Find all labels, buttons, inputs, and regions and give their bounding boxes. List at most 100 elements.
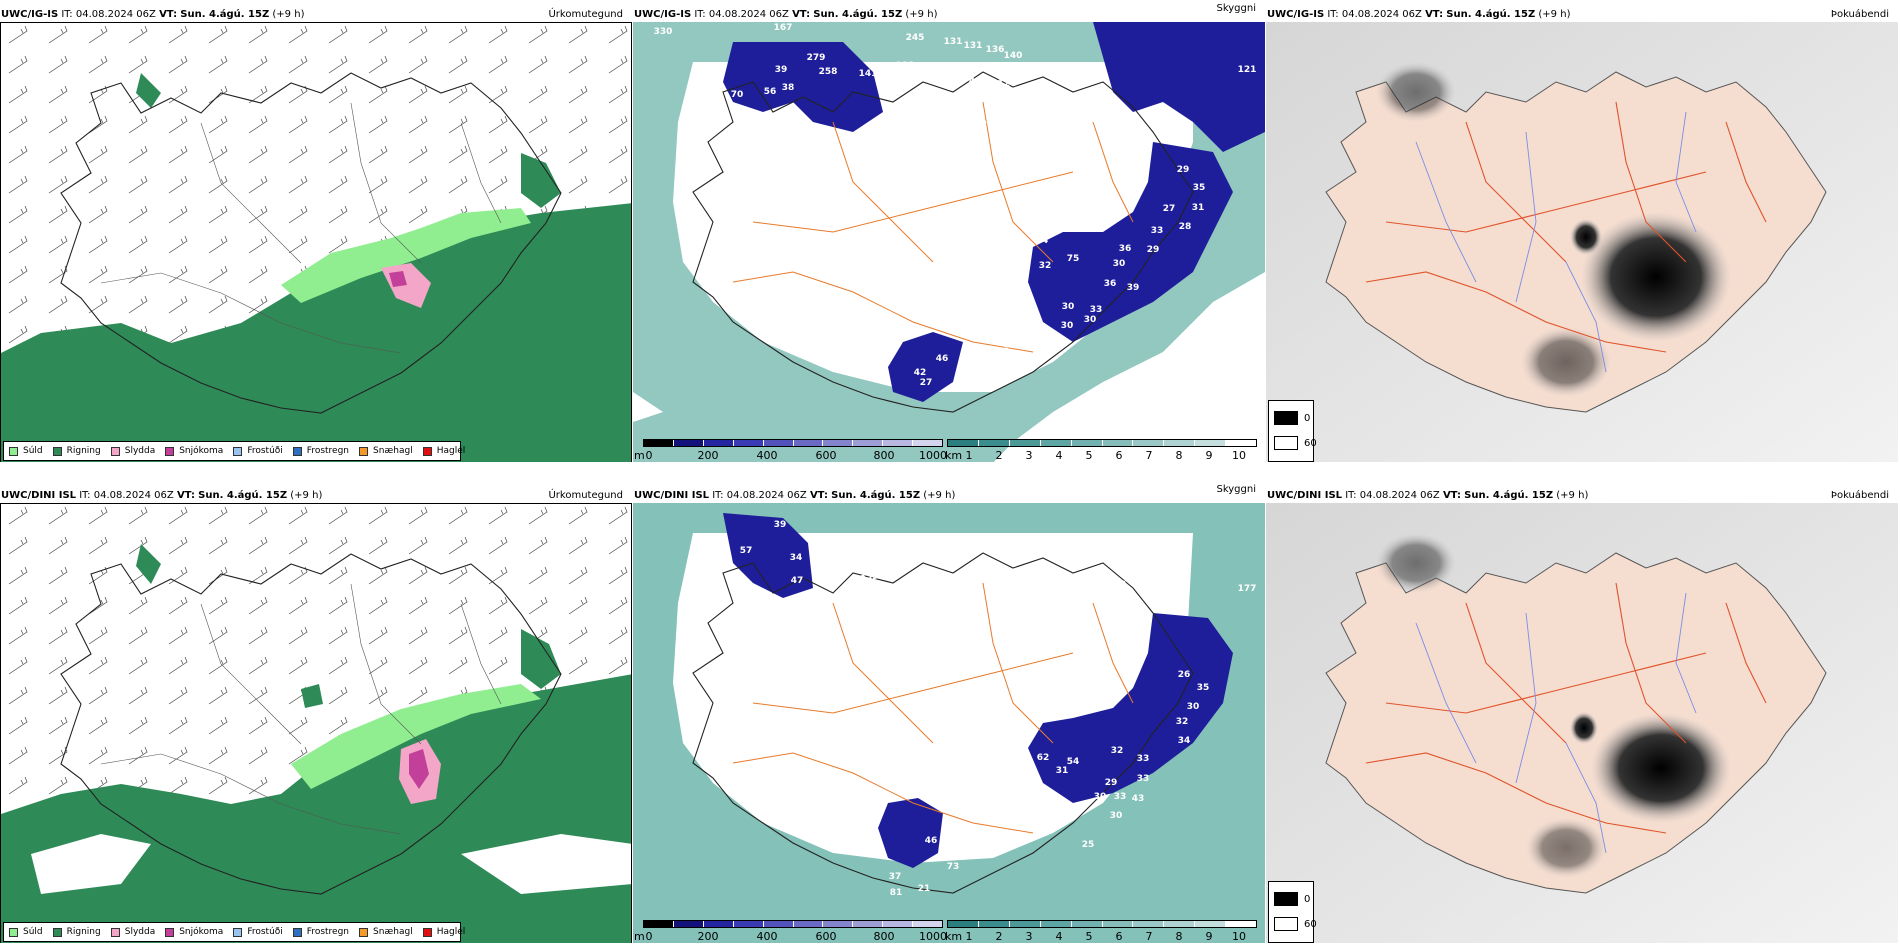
colorbar-segment [793,921,824,927]
tick-label: 200 [697,930,719,943]
tick-label: 8 [1175,930,1183,943]
cloud-base-value: 31 [1191,203,1205,213]
cloud-base-value: 121 [1237,65,1257,75]
colorbar-segment [823,440,854,446]
colorbar-segment [1164,440,1196,446]
tick-label: 4 [1055,930,1063,943]
tick-label: 7 [1145,449,1153,462]
colorbar-segment [793,440,824,446]
cloud-base-value: 53 [993,131,1007,141]
precip-map[interactable]: Súld Rigning Slydda Snjókoma Frostúði Fr… [0,503,632,943]
cloud-base-value: 43 [1131,794,1145,804]
low-cloud-area [1028,142,1233,342]
tick-label: 200 [697,449,719,462]
tick-label: 0 [645,930,653,943]
visibility-colorbar [947,439,1257,447]
colorbar-segment [733,921,764,927]
low-cloud-area [878,798,943,868]
vt-value: Sun. 4.ágú. 15Z [1464,490,1554,501]
fog-map-svg [1266,22,1898,462]
fog-legend-item: 0 [1274,892,1310,906]
panel-precip-type-row1: UWC/IG-IS IT: 04.08.2024 06Z VT: Sun. 4.… [0,0,632,462]
precip-legend: Súld Rigning Slydda Snjókoma Frostúði Fr… [3,441,465,461]
roads [1365,582,1767,834]
vt-value: Sun. 4.ágú. 15Z [180,9,270,20]
cloud-base-unit: m [634,930,645,943]
tick-label: 9 [1205,930,1213,943]
fog-legend-item: 60 [1274,436,1317,450]
cloud-base-value: 47 [790,576,804,586]
cloud-base-value: 42 [974,120,988,130]
cloud-base-value: 245 [905,33,925,43]
tick-label: 1000 [919,930,947,943]
fog-legend: 0 60 [1268,881,1317,943]
vt-label: VT: [809,490,828,501]
model-name: UWC/IG-IS [1267,9,1325,20]
panel-header: UWC/IG-IS IT: 04.08.2024 06Z VT: Sun. 4.… [1,8,627,22]
fog-index-map[interactable]: 0 60 [1266,22,1898,462]
fog-legend: 0 60 [1268,400,1317,462]
fog-legend-item: 0 [1274,411,1310,425]
vt-label: VT: [1425,9,1444,20]
it-label: IT: [1327,9,1339,20]
cloud-base-value: 34 [1177,736,1191,746]
cloud-base-value: 140 [1003,51,1023,61]
legend-item: Haglél [422,927,465,937]
rain-area [521,153,561,208]
it-value: 04.08.2024 06Z [1341,9,1422,20]
cloud-base-value: 29 [1176,165,1190,175]
tick-label: 2 [995,449,1003,462]
low-cloud-area [1093,22,1265,152]
cloud-base-value: 73 [946,862,960,872]
cloud-base-value: 33 [1136,754,1150,764]
low-cloud-area [1028,613,1233,803]
cloud-base-value: 30 [1061,302,1075,312]
snow-area [389,271,407,287]
panel-header: UWC/IG-IS IT: 04.08.2024 06Z VT: Sun. 4.… [1267,8,1893,22]
cloud-visibility-map[interactable]: 330 167 245 131 131 136 140 121 279 258 141 138 158 1… [633,22,1265,462]
panel-cloud-visibility-row2: UWC/DINI ISL IT: 04.08.2024 06Z VT: Sun.… [633,481,1265,943]
fog-area [1570,219,1602,255]
precip-map[interactable]: Súld Rigning Slydda Snjókoma Frostúði Fr… [0,22,632,462]
cloud-visibility-map[interactable]: 39 57 34 47 339 52 60 177 59 26 35 30 32 34 62 54 32 33 56… [633,503,1265,943]
lead-time: (+9 h) [290,490,323,501]
panel-header: UWC/DINI ISL IT: 04.08.2024 06Z VT: Sun.… [634,484,1260,503]
colorbar-segment [883,921,914,927]
legend-item: Snjókoma [165,927,223,937]
colorbar-segment [853,440,884,446]
iceland-outline [60,553,562,895]
cloud-base-value: 56 [763,87,777,97]
cloud-base-value: 30 [1083,315,1097,325]
legend-item: Haglél [422,446,465,456]
cloud-base-value: 31 [1055,766,1069,776]
cloud-base-value: 30 [1112,259,1126,269]
colorbar-segment [1226,921,1257,927]
vt-label: VT: [792,9,811,20]
tick-label: 4 [1055,449,1063,462]
fog-area [1570,712,1598,744]
fog-area [1591,713,1731,823]
colorbar-segment [1071,440,1103,446]
cloud-base-scale: m 0 200 400 600 800 1000 [633,439,947,462]
cloud-base-value: 33 [1089,305,1103,315]
fog-area [1376,62,1456,122]
cloud-base-value: 28 [1178,222,1192,232]
colorbar-segment [1102,440,1134,446]
it-label: IT: [712,490,724,501]
lead-time: (+9 h) [1538,9,1571,20]
colorbar-segment [673,440,704,446]
rain-area [1,203,631,462]
colorbar-segment [978,440,1010,446]
tick-label: 600 [815,449,837,462]
cloud-base-colorbar [643,439,943,447]
vt-value: Sun. 4.ágú. 15Z [1446,9,1536,20]
tick-label: 400 [756,930,778,943]
cloud-base-value: 25 [1081,840,1095,850]
fog-index-map[interactable]: 0 60 [1266,503,1898,943]
legend-item: Slydda [110,927,155,937]
model-name: UWC/DINI ISL [1,490,77,501]
colorbar-segment [1040,440,1072,446]
tick-label: 800 [873,449,895,462]
legend-item: Rigning [52,927,101,937]
legend-item: Frostúði [233,927,283,937]
